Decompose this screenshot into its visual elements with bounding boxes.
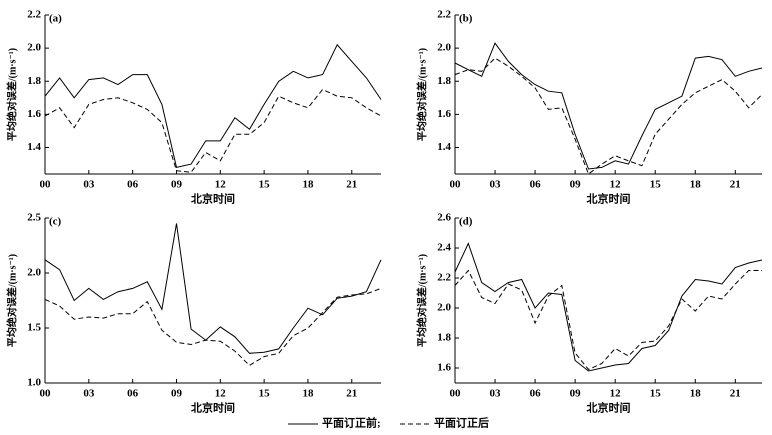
y-tick-label: 1.0 — [27, 377, 41, 389]
y-tick-label: 2.0 — [437, 302, 451, 314]
x-tick-label: 00 — [40, 388, 52, 400]
x-tick-label: 09 — [570, 179, 582, 191]
x-tick-label: 03 — [83, 388, 95, 400]
panel-label: (a) — [49, 13, 62, 25]
x-tick-label: 15 — [650, 179, 662, 191]
y-tick-label: 2.6 — [437, 212, 451, 224]
x-tick-label: 09 — [570, 388, 582, 400]
y-tick-label: 2.0 — [437, 42, 451, 54]
x-tick-label: 06 — [530, 388, 542, 400]
y-tick-label: 1.6 — [437, 362, 451, 374]
y-tick-label: 1.6 — [27, 108, 41, 120]
y-tick-label: 2.0 — [27, 267, 41, 279]
x-tick-label: 18 — [690, 179, 702, 191]
x-tick-label: 15 — [650, 388, 662, 400]
y-tick-label: 1.8 — [27, 75, 41, 87]
y-tick-label: 1.5 — [27, 322, 41, 334]
y-tick-label: 2.5 — [27, 212, 41, 224]
x-tick-label: 15 — [259, 179, 271, 191]
x-tick-label: 06 — [127, 179, 139, 191]
y-tick-label: 1.8 — [437, 332, 451, 344]
x-tick-label: 00 — [450, 179, 462, 191]
series-line — [454, 242, 763, 372]
x-tick-label: 21 — [346, 179, 357, 191]
series-line — [44, 88, 382, 173]
series-line — [44, 287, 382, 367]
subplot: 2.2 2.0 1.8 1.6 1.4 00 03 06 09 12 15 18 21 (b) 北京时间 平均… — [415, 9, 763, 206]
y-axis-label: 平均绝对误差/(m·s⁻¹) — [5, 254, 18, 347]
panel-label: (d) — [459, 216, 473, 228]
x-tick-label: 18 — [690, 388, 702, 400]
x-tick-label: 12 — [215, 179, 227, 191]
subplot: 2.2 2.0 1.8 1.6 1.4 00 03 06 09 12 15 18 21 (a) 北京时间 平均… — [5, 9, 382, 206]
x-tick-label: 03 — [83, 179, 95, 191]
subplot: 2.6 2.4 2.2 2.0 1.8 1.6 00 03 06 09 12 15 18 21 (d) 北京时… — [415, 212, 763, 415]
y-tick-label: 2.4 — [437, 242, 451, 254]
y-tick-label: 1.4 — [27, 141, 41, 153]
x-tick-label: 00 — [40, 179, 52, 191]
series-line — [44, 223, 382, 354]
x-axis-label: 北京时间 — [191, 192, 235, 206]
y-axis-label: 平均绝对误差/(m·s⁻¹) — [415, 254, 428, 347]
x-tick-label: 03 — [490, 388, 502, 400]
y-tick-label: 1.4 — [437, 141, 451, 153]
x-tick-label: 21 — [346, 388, 357, 400]
panel-label: (c) — [49, 216, 62, 228]
y-axis-label: 平均绝对误差/(m·s⁻¹) — [415, 48, 428, 141]
y-axis-label: 平均绝对误差/(m·s⁻¹) — [5, 48, 18, 141]
legend: 平面订正前; 平面订正后 — [288, 416, 489, 430]
x-tick-label: 18 — [302, 388, 314, 400]
x-tick-label: 21 — [730, 179, 741, 191]
x-axis-label: 北京时间 — [191, 401, 235, 415]
x-tick-label: 00 — [450, 388, 462, 400]
legend-label: 平面订正前; — [322, 416, 381, 430]
series-line — [454, 57, 763, 175]
y-tick-label: 1.6 — [437, 108, 451, 120]
x-tick-label: 06 — [127, 388, 139, 400]
x-tick-label: 12 — [215, 388, 227, 400]
x-tick-label: 12 — [610, 179, 622, 191]
x-tick-label: 21 — [730, 388, 741, 400]
x-tick-label: 18 — [302, 179, 314, 191]
y-tick-label: 1.8 — [437, 75, 451, 87]
panel-label: (b) — [459, 13, 473, 25]
series-line — [454, 42, 763, 170]
x-axis-label: 北京时间 — [587, 401, 631, 415]
y-tick-label: 2.2 — [437, 9, 451, 21]
x-tick-label: 06 — [530, 179, 542, 191]
x-axis-label: 北京时间 — [587, 192, 631, 206]
subplot: 2.5 2.0 1.5 1.000 03 06 09 12 15 18 21 (c) 北京时间 平均绝对误… — [5, 212, 382, 415]
legend-label: 平面订正后 — [434, 416, 489, 430]
y-tick-label: 2.2 — [437, 272, 451, 284]
x-tick-label: 09 — [171, 179, 183, 191]
y-tick-label: 2.2 — [27, 9, 41, 21]
x-tick-label: 15 — [259, 388, 271, 400]
y-tick-label: 2.0 — [27, 42, 41, 54]
x-tick-label: 09 — [171, 388, 183, 400]
series-line — [44, 43, 382, 168]
x-tick-label: 03 — [490, 179, 502, 191]
series-line — [454, 269, 762, 371]
x-tick-label: 12 — [610, 388, 622, 400]
